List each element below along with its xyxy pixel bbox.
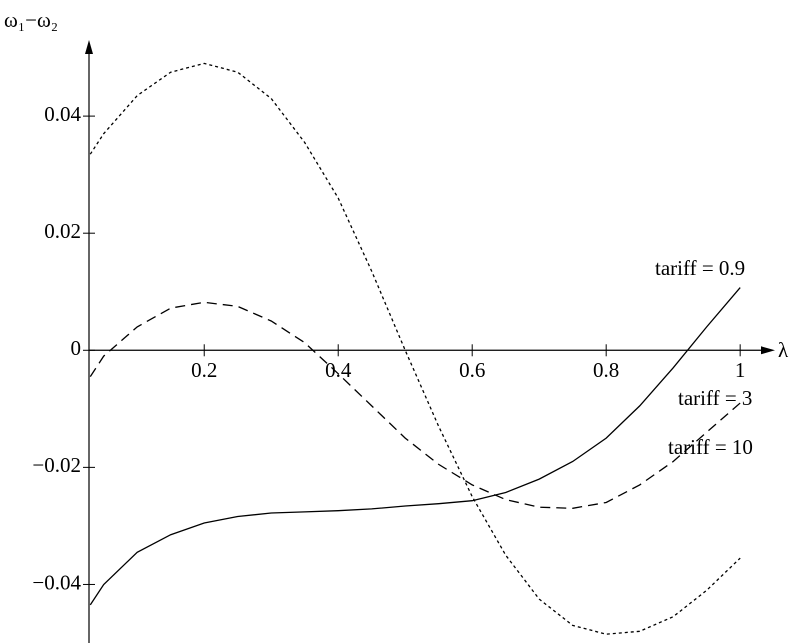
y-tick-label: 0.02 — [44, 219, 81, 243]
y-tick-label: 0.04 — [44, 102, 81, 126]
series-line — [89, 287, 741, 606]
y-tick-label: −0.04 — [32, 570, 81, 594]
series-label: tariff = 3 — [678, 386, 752, 410]
y-tick-label: 0 — [71, 336, 82, 360]
y-axis-arrow — [85, 40, 93, 54]
y-axis-label: ω₁−ω₂ — [4, 8, 58, 32]
series-label: tariff = 0.9 — [655, 256, 745, 280]
x-tick-label: 1 — [735, 358, 746, 382]
x-axis-arrow — [761, 346, 775, 355]
x-tick-label: 0.8 — [593, 358, 619, 382]
x-tick-label: 0.4 — [325, 358, 352, 382]
x-tick-label: 0.2 — [191, 358, 217, 382]
y-tick-label: −0.02 — [32, 453, 81, 477]
series-line — [89, 62, 741, 635]
x-tick-label: 0.6 — [459, 358, 485, 382]
x-axis-label: λ — [778, 338, 789, 362]
series-label: tariff = 10 — [668, 435, 753, 459]
series-line — [89, 301, 741, 509]
